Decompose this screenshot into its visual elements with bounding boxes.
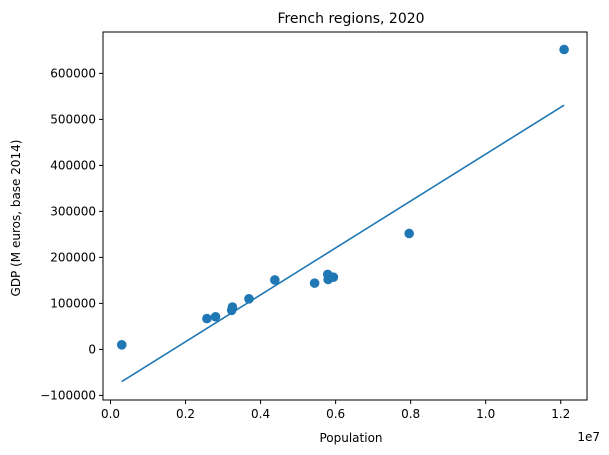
y-tick-label: 200000 (50, 250, 96, 264)
x-tick-label: 0.6 (326, 407, 345, 421)
x-axis-label: Population (319, 431, 382, 445)
y-tick-label: 600000 (50, 66, 96, 80)
data-point (244, 294, 254, 304)
data-point (559, 44, 569, 55)
data-point (202, 313, 212, 324)
chart-title: French regions, 2020 (277, 11, 424, 27)
x-tick-label: 1.2 (551, 407, 570, 421)
y-tick-label: 300000 (50, 204, 96, 218)
data-point (404, 228, 414, 239)
x-tick-label: 0.4 (251, 407, 270, 421)
x-tick-label: 0.8 (401, 407, 420, 421)
y-tick-label: −100000 (40, 388, 96, 402)
regression-line (121, 104, 565, 383)
plot-frame (102, 31, 588, 401)
y-tick-label: 0 (88, 342, 96, 356)
plot-marks (116, 44, 569, 383)
y-tick-label: 400000 (50, 158, 96, 172)
x-tick-label: 0.2 (176, 407, 195, 421)
y-tick-label: 100000 (50, 296, 96, 310)
data-point (309, 278, 320, 288)
data-point (270, 275, 280, 285)
axes-ticks: 0.0 0.2 0.4 0.6 0.8 1.0 1.2 −100000 0 100000 20000… (40, 66, 570, 421)
x-tick-label: 0.0 (101, 407, 120, 421)
data-point (328, 272, 339, 282)
data-point (116, 340, 127, 350)
data-point (210, 311, 221, 322)
y-axis-label: GDP (M euros, base 2014) (9, 140, 23, 297)
data-point (227, 302, 238, 312)
x-axis-offset-label: 1e7 (577, 430, 600, 444)
y-tick-label: 500000 (50, 112, 96, 126)
x-tick-label: 1.0 (476, 407, 495, 421)
